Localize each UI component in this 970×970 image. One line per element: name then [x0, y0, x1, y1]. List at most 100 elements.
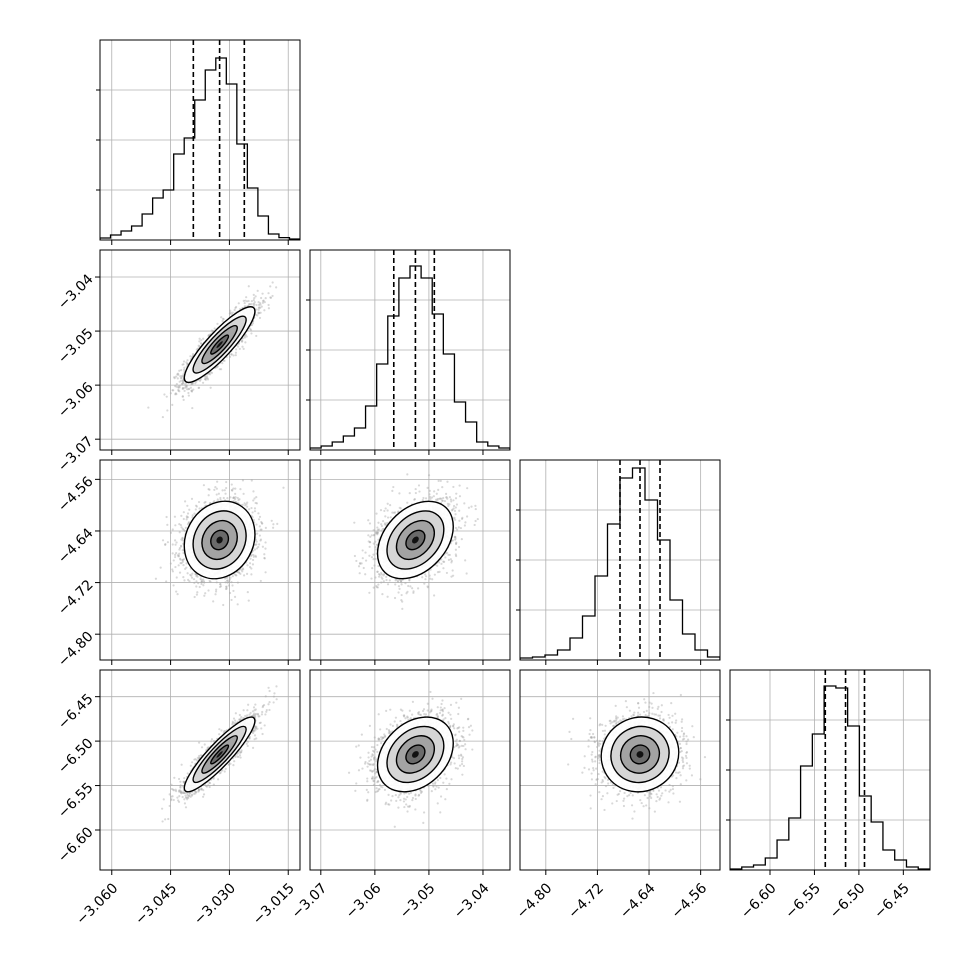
sample-point [175, 385, 178, 388]
sample-point [226, 576, 229, 579]
sample-point [246, 564, 249, 567]
sample-point [450, 575, 453, 578]
sample-point [259, 311, 262, 314]
sample-point [232, 487, 235, 490]
sample-point [239, 572, 242, 575]
sample-point [248, 562, 252, 565]
sample-point [245, 503, 248, 506]
sample-point [253, 300, 256, 304]
sample-point [179, 562, 182, 565]
sample-point [181, 536, 184, 539]
sample-point [229, 576, 232, 579]
sample-point [250, 303, 253, 306]
sample-point [159, 566, 162, 569]
sample-point [182, 558, 186, 561]
sample-point [376, 531, 379, 534]
sample-point [225, 585, 228, 588]
sample-point [429, 577, 432, 580]
sample-point [185, 361, 188, 364]
sample-point [231, 575, 234, 578]
sample-point [252, 555, 255, 558]
sample-point [226, 497, 229, 500]
sample-point [216, 322, 219, 325]
sample-point [173, 376, 176, 379]
sample-point [203, 581, 206, 584]
sample-point [220, 316, 223, 319]
sample-point [205, 376, 208, 380]
sample-point [185, 518, 188, 521]
sample-point [241, 503, 244, 507]
sample-point [181, 382, 184, 385]
sample-point [180, 369, 183, 372]
sample-point [182, 511, 185, 514]
sample-point [229, 496, 232, 499]
sample-point [429, 497, 432, 500]
sample-point [258, 316, 262, 320]
sample-point [216, 480, 219, 483]
sample-point [188, 387, 191, 390]
sample-point [246, 501, 249, 504]
sample-point [174, 539, 177, 542]
sample-point [259, 579, 262, 583]
sample-point [261, 522, 264, 525]
sample-point [358, 572, 361, 575]
sample-point [184, 526, 187, 529]
sample-point [221, 319, 224, 323]
sample-point [222, 603, 225, 607]
sample-point [235, 348, 238, 351]
density-peak [216, 341, 223, 349]
sample-point [264, 547, 267, 550]
sample-point [185, 385, 188, 388]
sample-point [195, 585, 198, 588]
sample-point [234, 306, 237, 310]
y-tick-label: −3.06 [55, 379, 97, 421]
sample-point [177, 389, 180, 392]
sample-point [165, 580, 168, 583]
sample-point [178, 390, 181, 393]
sample-point [171, 528, 174, 531]
sample-point [259, 528, 262, 531]
sample-point [452, 499, 455, 502]
sample-point [264, 571, 267, 574]
sample-point [181, 559, 184, 562]
sample-point [238, 498, 241, 501]
sample-point [243, 301, 246, 305]
y-tick-label: −3.07 [55, 434, 97, 476]
sample-point [272, 526, 275, 529]
sample-point [271, 294, 274, 298]
sample-point [174, 393, 177, 396]
sample-point [165, 515, 168, 519]
sample-point [261, 292, 264, 295]
sample-point [197, 386, 200, 389]
sample-point [181, 387, 184, 391]
sample-point [250, 567, 253, 570]
sample-point [224, 492, 227, 495]
sample-point [208, 488, 211, 491]
sample-point [259, 303, 262, 306]
sample-point [246, 591, 249, 594]
sample-point [173, 377, 176, 380]
sample-point [169, 562, 172, 565]
sample-point [231, 311, 234, 314]
sample-point [245, 572, 249, 575]
sample-point [394, 511, 397, 514]
sample-point [255, 308, 258, 311]
sample-point [234, 492, 237, 495]
sample-point [264, 541, 267, 544]
sample-point [234, 354, 237, 357]
sample-point [450, 500, 453, 503]
sample-point [257, 545, 260, 549]
sample-point [195, 593, 199, 596]
sample-point [191, 514, 194, 517]
sample-point [178, 546, 181, 550]
panel-content [100, 40, 300, 240]
sample-point [175, 541, 178, 544]
panel-content [100, 460, 300, 660]
sample-point [256, 314, 259, 317]
sample-point [234, 496, 237, 499]
sample-point [375, 584, 378, 588]
sample-point [171, 570, 174, 573]
sample-point [263, 557, 266, 560]
panel-frame [99, 249, 301, 451]
sample-point [207, 372, 211, 375]
